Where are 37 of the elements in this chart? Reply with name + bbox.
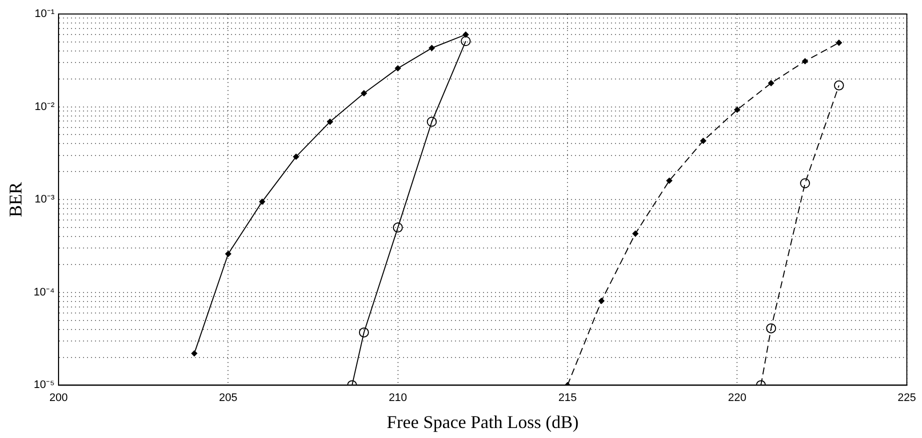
- point: [392, 222, 403, 233]
- point: [426, 116, 437, 127]
- point: [462, 32, 469, 38]
- y-tick-label: 10⁻¹: [34, 8, 55, 20]
- y-tick-label: 10⁻⁵: [34, 379, 55, 392]
- point: [327, 118, 334, 125]
- point: [191, 350, 198, 356]
- point: [394, 65, 401, 72]
- x-tick-label: 225: [898, 392, 916, 404]
- x-tick-label: 220: [728, 392, 746, 404]
- point: [598, 298, 604, 304]
- point: [358, 327, 369, 338]
- point: [225, 250, 232, 257]
- x-axis-title: Free Space Path Loss (dB): [386, 412, 579, 432]
- point: [360, 90, 367, 96]
- x-tick-label: 200: [49, 392, 68, 404]
- point: [734, 106, 740, 113]
- y-tick-label: 10⁻³: [34, 194, 55, 206]
- point: [293, 154, 300, 160]
- x-tick-label: 210: [388, 392, 408, 404]
- x-tick-label: 215: [558, 392, 577, 404]
- point: [834, 80, 844, 90]
- y-axis-title: BER: [6, 182, 26, 218]
- y-tick-label: 10⁻⁴: [34, 286, 55, 298]
- point: [836, 40, 842, 46]
- point: [700, 138, 706, 144]
- point: [259, 198, 266, 205]
- point: [632, 230, 638, 237]
- x-tick-label: 205: [219, 392, 238, 404]
- point: [802, 58, 808, 64]
- y-tick-label: 10⁻²: [34, 100, 55, 113]
- point: [800, 178, 810, 188]
- point: [768, 80, 774, 86]
- point: [428, 45, 435, 52]
- point: [460, 36, 471, 46]
- point: [666, 178, 672, 184]
- point: [766, 323, 776, 334]
